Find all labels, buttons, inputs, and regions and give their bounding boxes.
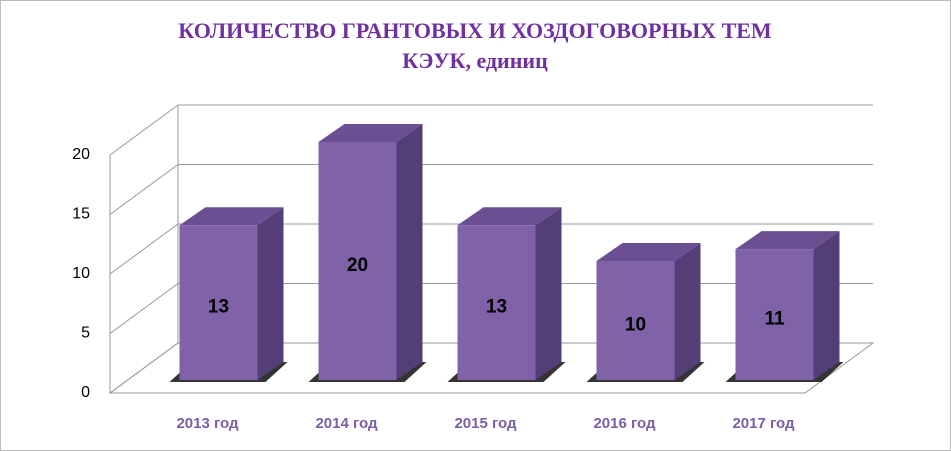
- grid-line: [109, 342, 179, 394]
- bar: [596, 261, 675, 380]
- grid-line: [109, 223, 179, 275]
- x-tick-label: 2017 год: [732, 415, 795, 432]
- bar-top: [457, 207, 562, 226]
- bar-side: [396, 124, 423, 380]
- grid-line: [109, 104, 179, 156]
- value-label: 10: [625, 315, 646, 336]
- value-label: 13: [486, 297, 507, 318]
- bar: [179, 225, 258, 380]
- value-label: 11: [764, 309, 785, 330]
- bar-top: [596, 243, 701, 261]
- x-tick-label: 2016 год: [593, 415, 656, 432]
- x-tick-label: 2013 год: [176, 415, 239, 432]
- y-tick-label: 5: [81, 325, 90, 342]
- x-tick-label: 2015 год: [454, 415, 517, 432]
- chart-title: КОЛИЧЕСТВО ГРАНТОВЫХ И ХОЗДОГОВОРНЫХ ТЕМ: [178, 18, 772, 43]
- bar: [735, 249, 814, 380]
- bar-top: [735, 231, 840, 250]
- bar-side: [674, 243, 701, 380]
- x-tick-label: 2014 год: [315, 415, 378, 432]
- grid-line: [109, 283, 179, 334]
- y-tick-label: 10: [72, 265, 90, 282]
- y-tick-label: 20: [72, 146, 90, 163]
- chart-subtitle: КЭУК, единиц: [402, 48, 548, 73]
- bar-side: [813, 231, 840, 380]
- value-label: 20: [347, 255, 368, 276]
- bar: [457, 225, 536, 380]
- y-tick-label: 15: [72, 206, 90, 223]
- bar: [318, 142, 397, 380]
- bar-top: [179, 207, 284, 226]
- y-tick-label: 0: [81, 384, 90, 401]
- grid-line: [109, 164, 179, 215]
- bar-top: [318, 124, 423, 142]
- bar-side: [535, 207, 562, 380]
- bar-side: [257, 207, 284, 380]
- value-label: 13: [208, 297, 229, 318]
